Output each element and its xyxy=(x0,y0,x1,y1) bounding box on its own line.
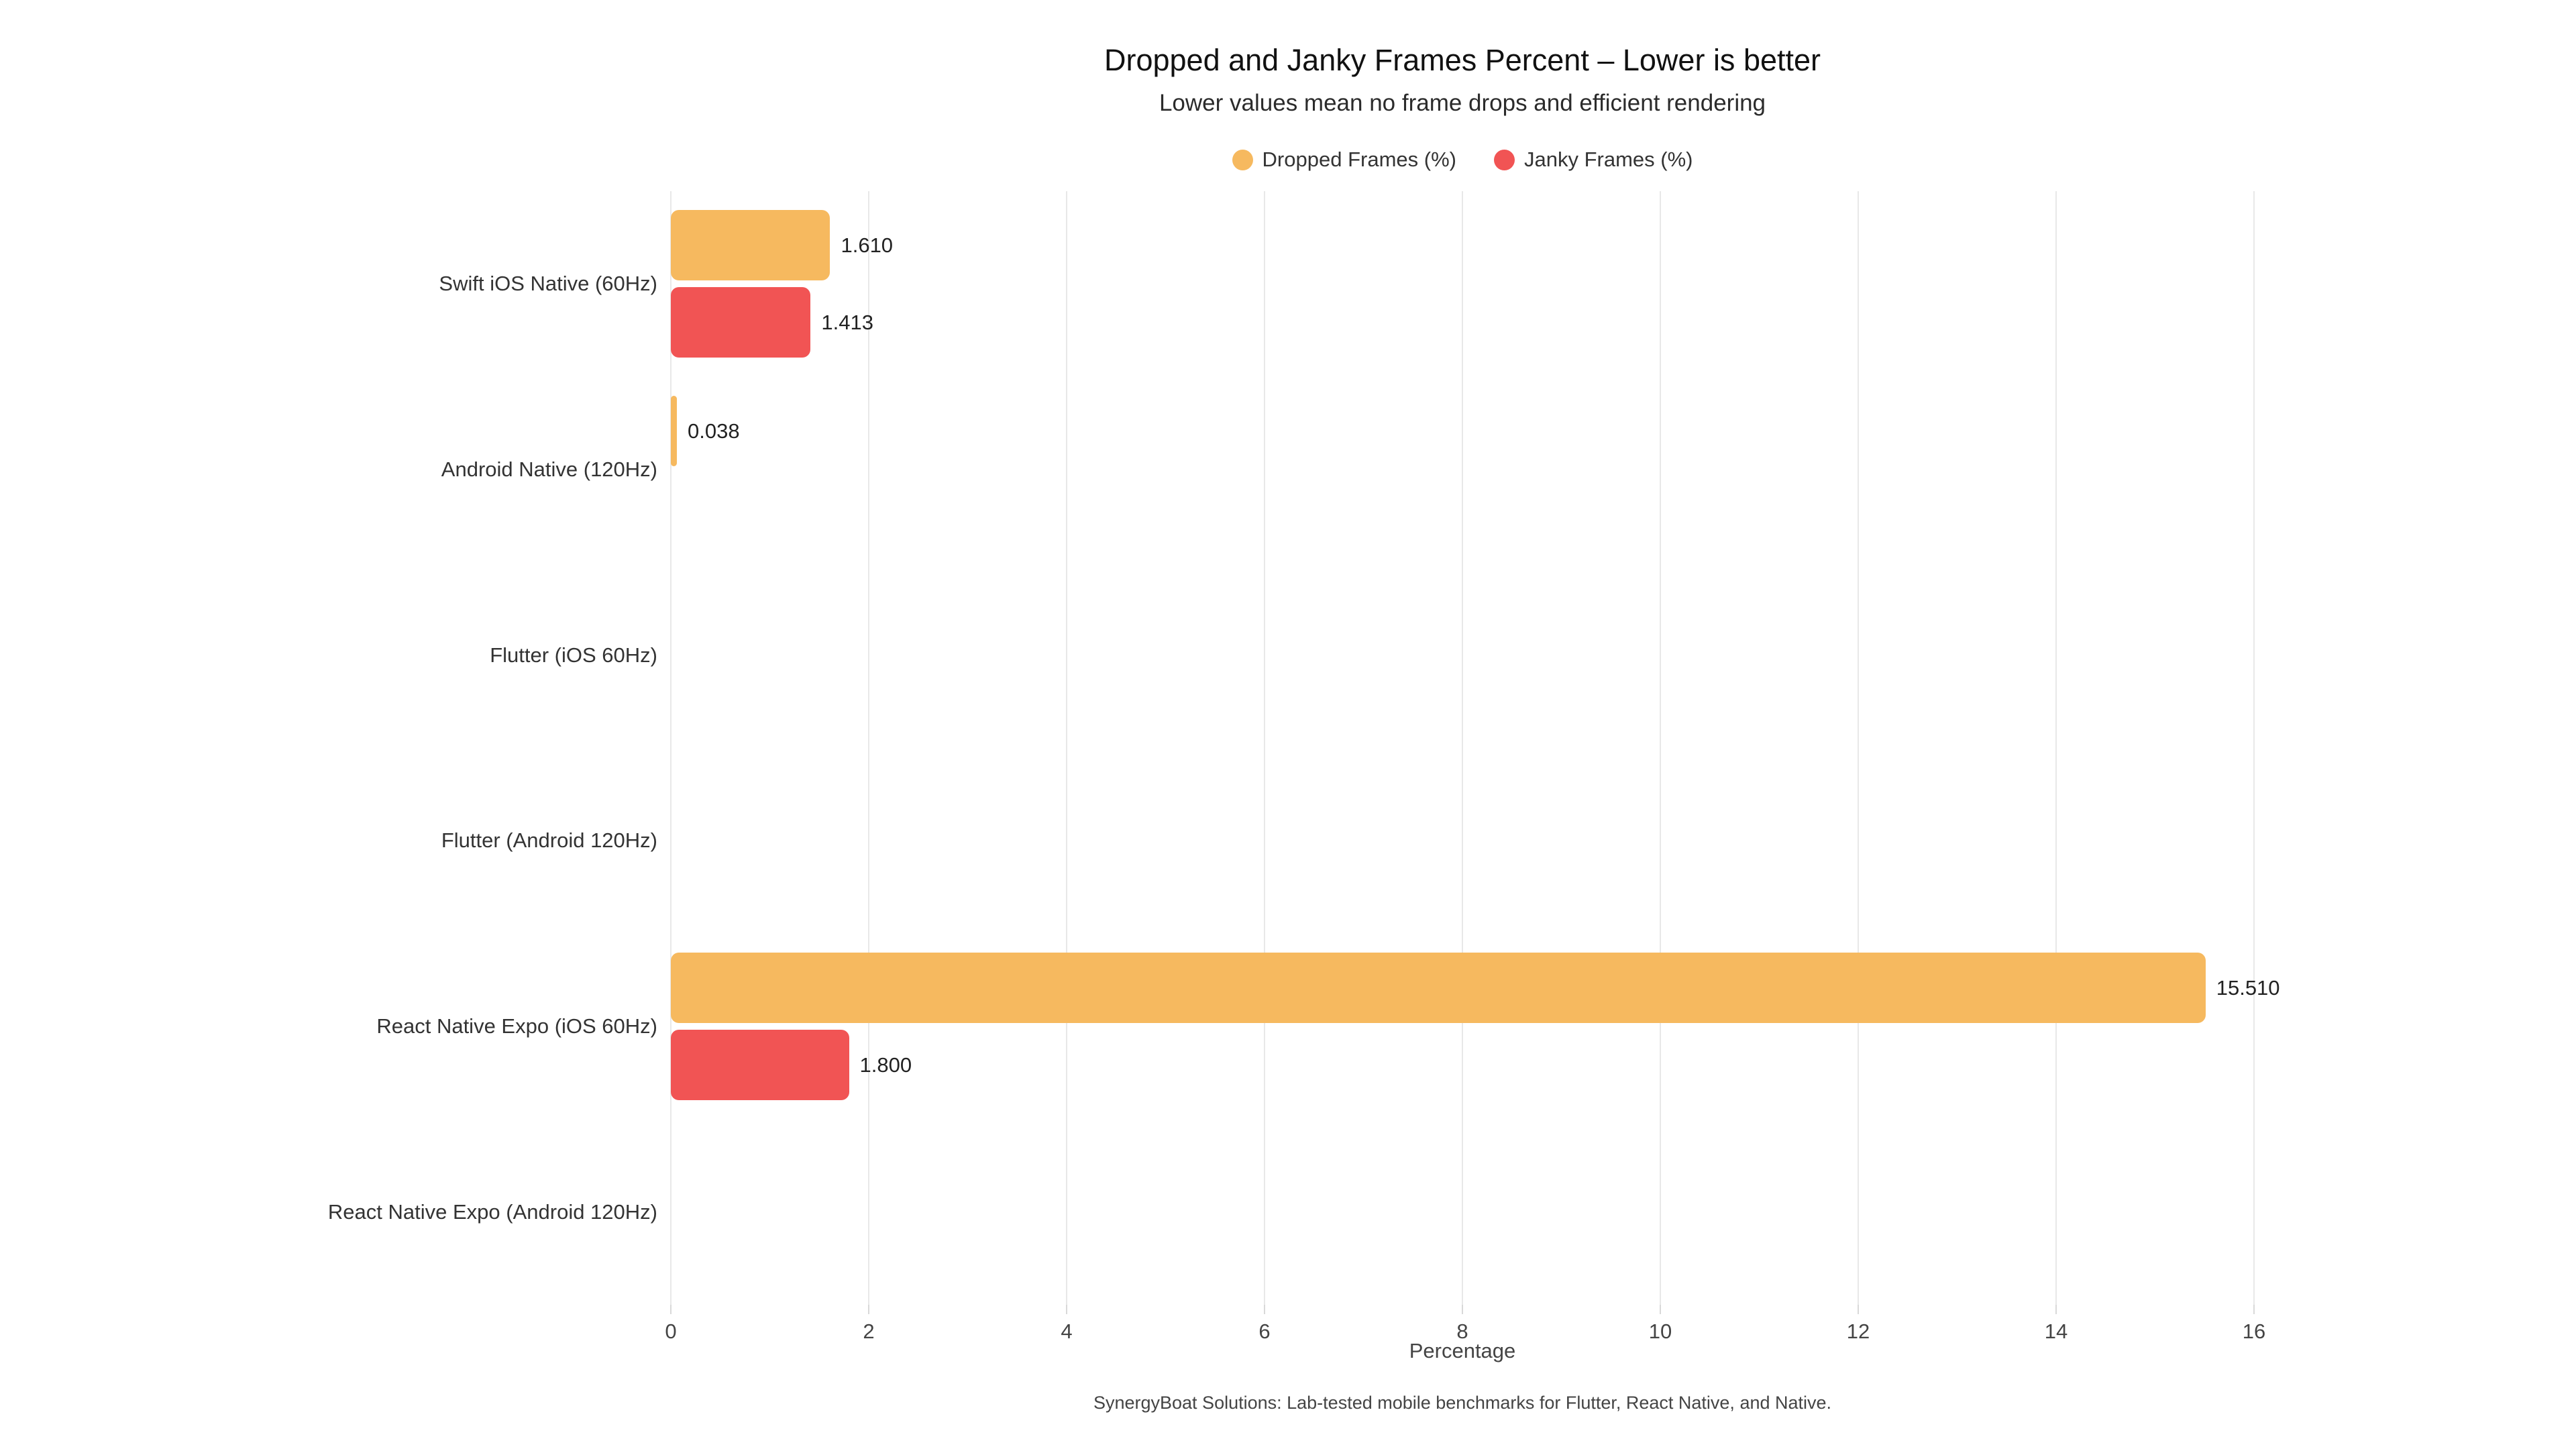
x-tick-label: 4 xyxy=(1061,1320,1073,1343)
gridline xyxy=(2055,191,2057,1305)
gridline xyxy=(670,191,672,1305)
legend-item-label: Dropped Frames (%) xyxy=(1262,148,1456,171)
gridline xyxy=(1462,191,1463,1305)
value-label: 1.610 xyxy=(841,233,894,257)
category-label: Android Native (120Hz) xyxy=(441,458,657,481)
axis-tick xyxy=(2253,1305,2255,1314)
janky-frames-bar xyxy=(671,287,811,358)
legend-item-label: Janky Frames (%) xyxy=(1523,148,1693,171)
dropped-frames-bar xyxy=(671,953,2206,1023)
x-tick-label: 16 xyxy=(2242,1320,2266,1343)
value-label: 1.800 xyxy=(859,1053,912,1077)
legend: Dropped Frames (%) Janky Frames (%) xyxy=(671,148,2254,172)
category-label: React Native Expo (iOS 60Hz) xyxy=(376,1014,657,1038)
legend-item[interactable]: Dropped Frames (%) xyxy=(1232,148,1456,172)
category-label: React Native Expo (Android 120Hz) xyxy=(327,1199,657,1224)
dropped-frames-bar xyxy=(671,210,830,281)
chart-footer: SynergyBoat Solutions: Lab-tested mobile… xyxy=(1093,1393,1832,1413)
x-tick-label: 14 xyxy=(2044,1320,2068,1343)
value-label: 1.413 xyxy=(821,310,873,334)
category-label: Swift iOS Native (60Hz) xyxy=(439,272,657,296)
x-tick-label: 2 xyxy=(863,1320,875,1343)
axis-tick xyxy=(868,1305,869,1314)
value-label: 0.038 xyxy=(688,419,740,443)
janky-frames-legend-dot-icon xyxy=(1493,149,1515,170)
axis-tick xyxy=(1264,1305,1265,1314)
gridline xyxy=(2253,191,2255,1305)
legend-item[interactable]: Janky Frames (%) xyxy=(1493,148,1693,172)
category-label: Flutter (Android 120Hz) xyxy=(441,828,657,853)
x-tick-label: 10 xyxy=(1648,1320,1672,1343)
x-axis-title: Percentage xyxy=(1409,1339,1516,1362)
dropped-frames-legend-dot-icon xyxy=(1232,149,1253,170)
axis-tick xyxy=(2055,1305,2057,1314)
x-tick-label: 6 xyxy=(1258,1320,1271,1343)
category-label: Flutter (iOS 60Hz) xyxy=(490,643,657,667)
gridline xyxy=(1264,191,1265,1305)
chart-subtitle: Lower values mean no frame drops and eff… xyxy=(1159,90,1766,116)
axis-tick xyxy=(670,1305,672,1314)
value-label: 15.510 xyxy=(2216,975,2280,1000)
gridline xyxy=(1066,191,1067,1305)
gridline xyxy=(1660,191,1661,1305)
axis-tick xyxy=(1462,1305,1463,1314)
axis-tick xyxy=(1066,1305,1067,1314)
axis-tick xyxy=(1858,1305,1859,1314)
x-tick-label: 12 xyxy=(1846,1320,1870,1343)
janky-frames-bar xyxy=(671,1030,849,1100)
axis-tick xyxy=(1660,1305,1661,1314)
x-tick-label: 8 xyxy=(1456,1320,1468,1343)
dropped-frames-bar xyxy=(671,396,677,466)
x-tick-label: 0 xyxy=(665,1320,677,1343)
gridline xyxy=(1858,191,1859,1305)
chart-title: Dropped and Janky Frames Percent – Lower… xyxy=(1104,43,1821,77)
gridline xyxy=(868,191,869,1305)
